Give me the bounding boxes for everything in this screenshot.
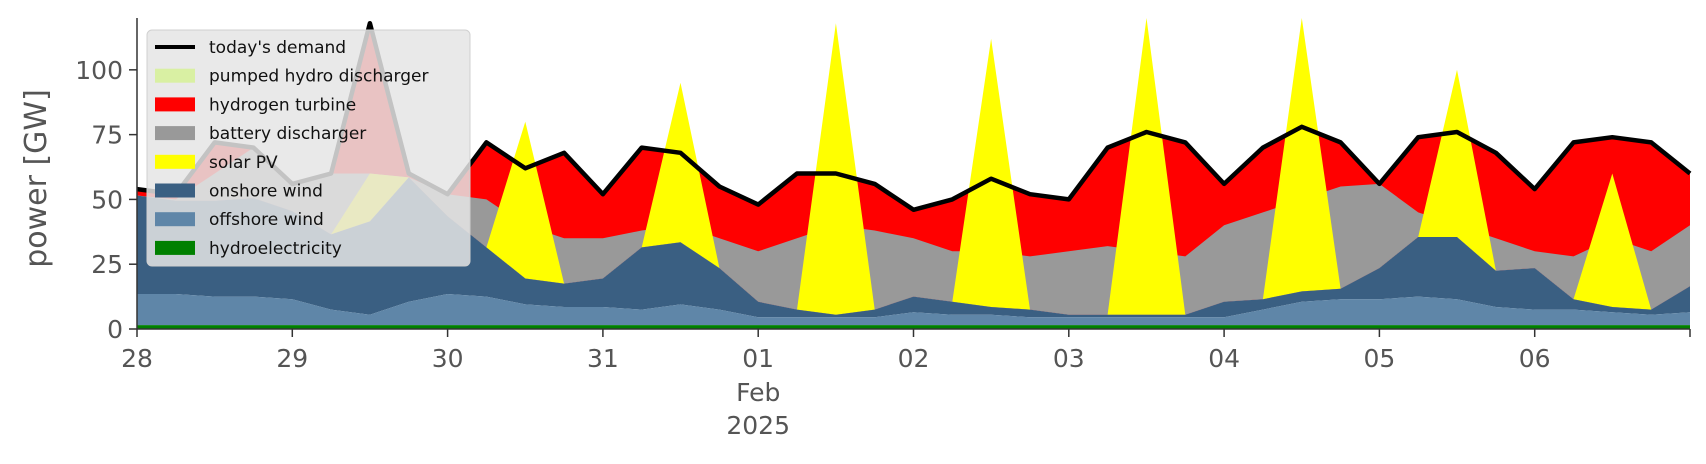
legend-label: onshore wind [209,182,323,202]
area-series-group [137,18,1690,329]
offshore-wind-area [137,294,1690,326]
legend-label: hydrogen turbine [209,95,356,115]
y-tick-label: 75 [91,121,123,150]
legend-swatch [155,97,195,112]
x-tick-label: 02 [898,344,930,373]
x-tick-label: 30 [432,344,464,373]
legend-swatch [155,154,195,169]
x-secondary-label: Feb [736,378,780,407]
x-tick-label: 06 [1519,344,1551,373]
y-tick-label: 100 [75,56,123,85]
x-tick-label: 31 [587,344,619,373]
legend-label: offshore wind [209,210,324,230]
x-tick-label: 03 [1053,344,1085,373]
legend-label: today's demand [209,38,346,58]
onshore-wind-area [137,177,1690,318]
x-tick-label: 01 [742,344,774,373]
y-axis-label: power [GW] [19,89,54,268]
legend-swatch [155,126,195,141]
legend-label: battery discharger [209,124,366,144]
y-tick-label: 0 [107,315,123,344]
legend: today's demand pumped hydro discharger hyd… [146,29,471,267]
x-tick-label: 05 [1363,344,1395,373]
x-tick-label: 28 [121,344,153,373]
legend-label: pumped hydro discharger [209,67,428,87]
legend-swatch [155,68,195,83]
legend-box [146,29,471,267]
axes-group: 0 25 50 75 100 power [GW] 28 29 30 31 01 Feb 2025 02 0… [19,18,1691,440]
hydroelectricity-area [137,325,1690,329]
solar-pv-area [137,18,1690,315]
legend-swatch [155,212,195,227]
y-tick-label: 50 [91,185,123,214]
y-tick-label: 25 [91,250,123,279]
x-tick-label: 29 [276,344,308,373]
legend-swatch [155,183,195,198]
x-tick-label: 04 [1208,344,1240,373]
legend-label: solar PV [209,153,278,173]
legend-label: hydroelectricity [209,239,342,259]
x-secondary-label: 2025 [726,411,790,440]
legend-swatch [155,240,195,255]
